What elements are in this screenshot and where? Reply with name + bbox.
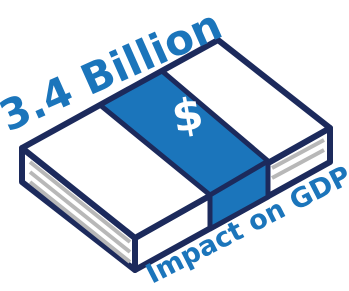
page: $ 3.4 Billion Impact on GDP (() => { con… <box>0 0 349 291</box>
money-stack-graphic: $ 3.4 Billion Impact on GDP <box>0 0 349 291</box>
